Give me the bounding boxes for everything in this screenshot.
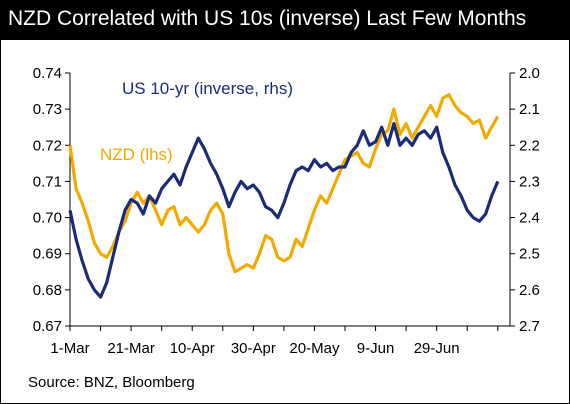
left-y-tick-label: 0.74 — [33, 65, 62, 82]
title-bar: NZD Correlated with US 10s (inverse) Las… — [0, 0, 570, 40]
left-y-tick-label: 0.72 — [33, 137, 62, 154]
chart-title: NZD Correlated with US 10s (inverse) Las… — [8, 7, 527, 30]
plot-area: 0.67 0.68 0.69 0.70 0.71 0.72 0.73 0.74 2.0 2.1 2.… — [33, 65, 540, 357]
x-tick-label: 30-Apr — [231, 340, 276, 357]
right-y-tick-label: 2.4 — [519, 210, 540, 227]
us10-series-line — [68, 121, 500, 299]
x-tick-label: 21-Mar — [107, 340, 155, 357]
left-y-tick-label: 0.73 — [33, 101, 62, 118]
x-tick-label: 9-Jun — [357, 340, 395, 357]
legend-us10-label: US 10-yr (inverse, rhs) — [122, 79, 293, 98]
right-y-tick-label: 2.0 — [519, 65, 540, 82]
x-tick-label: 29-Jun — [414, 340, 460, 357]
source-note: Source: BNZ, Bloomberg — [28, 374, 195, 391]
right-y-tick-label: 2.5 — [519, 246, 540, 263]
right-y-tick-label: 2.7 — [519, 318, 540, 335]
left-y-tick-label: 0.70 — [33, 210, 62, 227]
left-y-tick-label: 0.68 — [33, 282, 62, 299]
nzd-series-line — [68, 93, 500, 274]
left-y-tick-label: 0.69 — [33, 246, 62, 263]
legend-nzd-label: NZD (lhs) — [100, 145, 173, 164]
left-y-tick-label: 0.67 — [33, 318, 62, 335]
right-y-tick-label: 2.2 — [519, 137, 540, 154]
right-y-tick-label: 2.3 — [519, 173, 540, 190]
x-tick-label: 1-Mar — [50, 340, 89, 357]
left-y-tick-label: 0.71 — [33, 173, 62, 190]
x-tick-label: 20-May — [289, 340, 340, 357]
x-tick-label: 10-Apr — [170, 340, 215, 357]
right-y-tick-label: 2.1 — [519, 101, 540, 118]
right-y-tick-label: 2.6 — [519, 282, 540, 299]
